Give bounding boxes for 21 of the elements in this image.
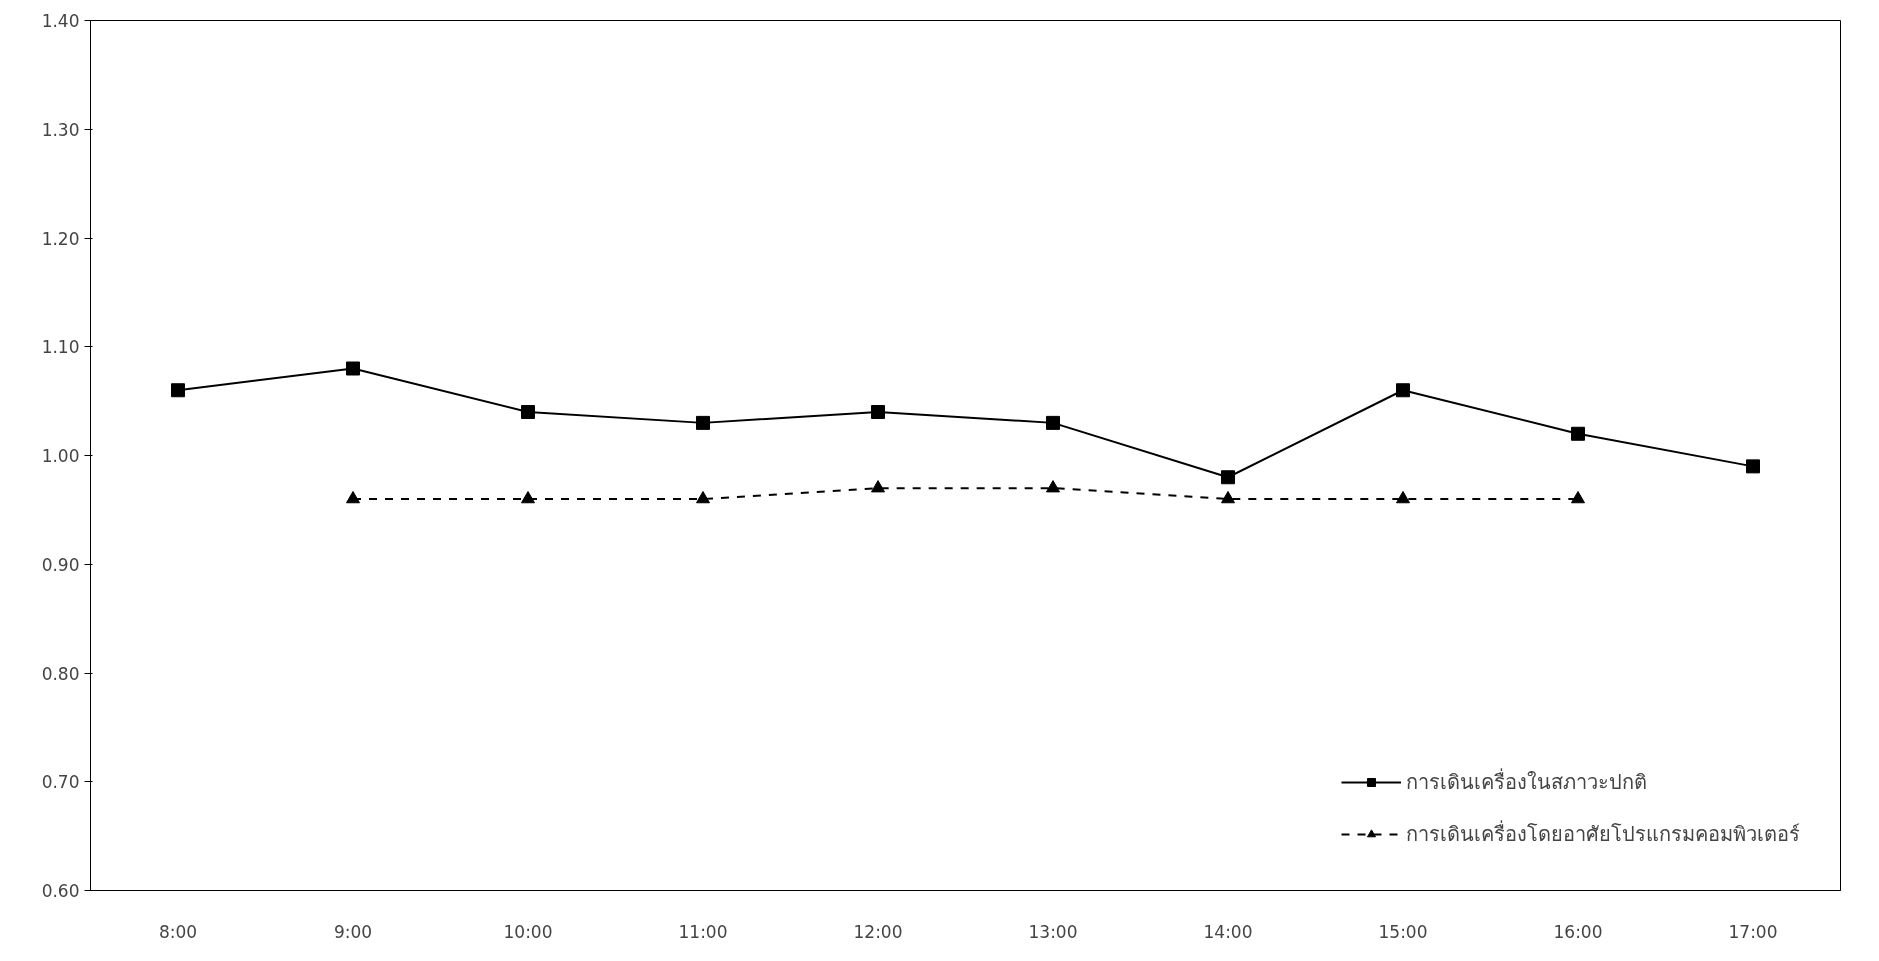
y-tick-label: 0.90 [41,554,80,575]
legend-label: การเดินเครื่องในสภาวะปกติ [1406,767,1647,796]
x-tick-label: 15:00 [1378,921,1428,942]
y-tick-label: 1.00 [41,446,80,466]
x-tick-label: 11:00 [678,921,728,942]
legend-label: การเดินเครื่องโดยอาศัยโปรแกรมคอมพิวเตอร์ [1406,819,1800,848]
y-tick-label: 0.80 [41,663,80,684]
x-tick-label: 12:00 [853,921,903,942]
x-tick-label: 10:00 [503,921,553,942]
y-tick-label: 0.60 [41,881,80,901]
x-tick-label: 16:00 [1553,921,1603,942]
x-tick-label: 14:00 [1203,921,1253,942]
y-tick-label: 1.20 [41,228,80,249]
x-tick-label: 17:00 [1728,921,1778,942]
y-tick-label: 1.30 [41,119,80,140]
x-tick-label: 8:00 [158,921,198,942]
y-tick-label: 0.70 [41,772,80,793]
y-tick-label: 1.10 [41,337,80,358]
x-tick-label: 9:00 [333,921,373,942]
y-tick-label: 1.40 [41,11,80,31]
x-tick-label: 13:00 [1028,921,1078,942]
